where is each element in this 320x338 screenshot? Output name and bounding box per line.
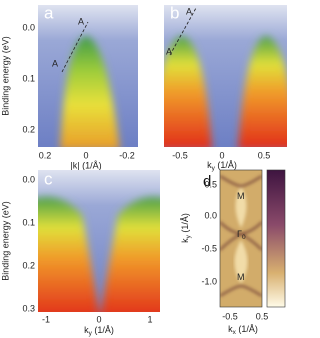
y-axis-label: Binding energy (eV) [0, 36, 10, 116]
y-tick-label: 0.5 [204, 179, 217, 189]
x-tick-label: 0 [96, 314, 101, 324]
point-label: M [237, 191, 245, 201]
x-tick-label: 0 [83, 150, 88, 160]
x-tick-label: 0.5 [256, 311, 269, 321]
y-tick-label: 0.0 [22, 22, 35, 32]
figure: a A A 0.0 0.1 0.2 0.2 0 -0.2 |k| (1/Å) B… [0, 3, 287, 337]
x-tick-label: 0.5 [258, 150, 271, 160]
panel-b: b A A -0.5 0 0.5 ky (1/Å) [164, 3, 287, 172]
x-tick-label: -0.2 [119, 150, 135, 160]
panel-label: a [44, 3, 54, 22]
marker: A [166, 46, 172, 56]
axis-sub: y [185, 234, 192, 238]
marker: A [186, 6, 192, 16]
y-tick-label: 0.1 [22, 73, 35, 83]
x-axis-label: kx (1/Å) [228, 324, 258, 335]
point-label: Γ0 [237, 229, 246, 240]
panel-a: a A A 0.0 0.1 0.2 0.2 0 -0.2 |k| (1/Å) B… [0, 3, 138, 170]
axis-var: k [228, 324, 233, 334]
x-tick-label: -1 [42, 314, 50, 324]
point-label: M [237, 272, 245, 282]
panel-c: c 0.0 0.1 0.2 0.3 -1 0 1 ky (1/Å) Bindin… [0, 169, 160, 337]
y-tick-label: 0.2 [22, 260, 35, 270]
y-tick-label: 0.1 [22, 217, 35, 227]
axis-unit: (1/Å) [92, 325, 114, 335]
y-tick-label: 0.0 [22, 174, 35, 184]
axis-unit: (1/Å) [236, 324, 258, 334]
axis-unit: (1/Å) [215, 160, 237, 170]
marker: A [52, 58, 58, 68]
axis-sub: x [233, 329, 237, 336]
axis-sub: y [212, 165, 216, 172]
x-tick-label: 0.2 [39, 150, 52, 160]
x-axis-label: |k| (1/Å) [70, 160, 101, 170]
axis-sub: y [89, 330, 93, 337]
x-tick-label: -0.5 [222, 311, 238, 321]
x-axis-label: ky (1/Å) [207, 160, 237, 171]
point-name: M [237, 272, 245, 282]
y-tick-label: 0.0 [204, 210, 217, 220]
y-tick-label: 0.3 [22, 303, 35, 313]
panel-label: c [44, 169, 53, 188]
marker: A [78, 16, 84, 26]
panel-d: d M Γ0 M 0.5 0.0 -0.5 -1.0 -0.5 0.5 kx (… [180, 169, 286, 336]
axis-var: k [180, 238, 190, 243]
panel-label: b [170, 3, 179, 22]
point-sub: 0 [242, 234, 246, 241]
colorbar [266, 169, 286, 308]
y-axis-label: Binding energy (eV) [0, 201, 10, 281]
panel-label: d [203, 173, 211, 190]
axis-var: k [84, 325, 89, 335]
x-tick-label: 0 [219, 150, 224, 160]
y-tick-label: -1.0 [201, 276, 217, 286]
y-axis-label: ky (1/Å) [180, 213, 191, 243]
axis-unit: (1/Å) [180, 213, 190, 235]
x-tick-label: 1 [147, 314, 152, 324]
y-tick-label: 0.2 [22, 124, 35, 134]
point-name: M [237, 191, 245, 201]
y-tick-label: -0.5 [201, 243, 217, 253]
x-tick-label: -0.5 [172, 150, 188, 160]
point-name: Γ [237, 229, 242, 239]
axis-var: k [207, 160, 212, 170]
x-axis-label: ky (1/Å) [84, 325, 114, 336]
